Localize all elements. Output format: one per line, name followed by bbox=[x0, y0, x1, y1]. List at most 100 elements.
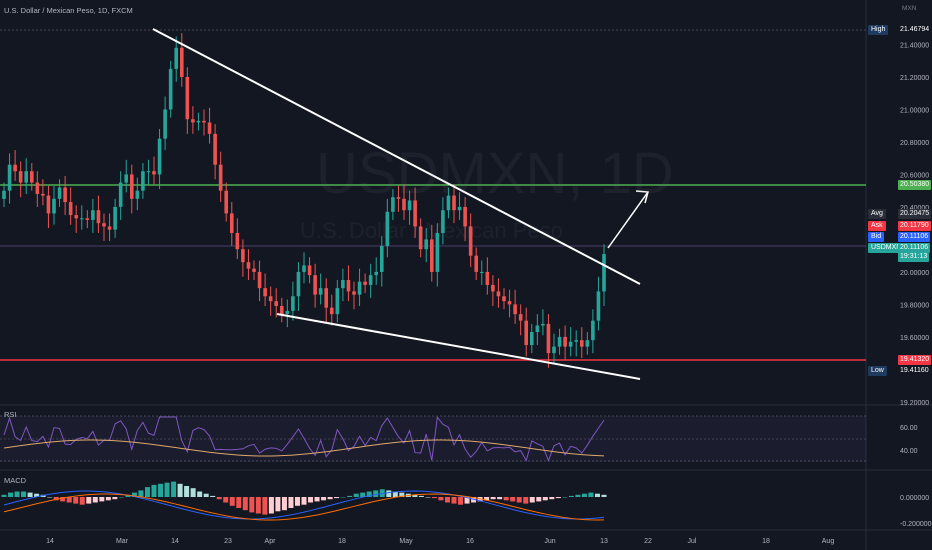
macd-histogram-bar bbox=[105, 497, 111, 501]
price-tag-value: 19:31:13 bbox=[898, 252, 930, 262]
macd-histogram-bar bbox=[588, 492, 594, 497]
x-tick-label: 18 bbox=[338, 538, 346, 545]
macd-histogram-bar bbox=[562, 497, 568, 498]
price-tag-name: Bid bbox=[868, 232, 885, 242]
candle-body bbox=[185, 76, 190, 120]
candle-body bbox=[441, 210, 445, 233]
x-tick-label: 16 bbox=[466, 538, 474, 545]
y-tick-label: 21.00000 bbox=[900, 107, 929, 114]
candle-body bbox=[307, 265, 312, 276]
candle-body bbox=[585, 340, 590, 347]
macd-histogram-bar bbox=[340, 497, 346, 498]
x-tick-label: Apr bbox=[265, 538, 277, 545]
macd-histogram-bar bbox=[451, 497, 457, 504]
candle-body bbox=[407, 200, 412, 211]
macd-histogram-bar bbox=[601, 494, 607, 497]
macd-histogram-bar bbox=[99, 497, 105, 502]
macd-histogram-bar bbox=[399, 492, 405, 497]
candle-body bbox=[596, 291, 601, 321]
y-tick-label: 19.80000 bbox=[900, 302, 929, 309]
macd-histogram-bar bbox=[151, 484, 157, 497]
macd-histogram-bar bbox=[536, 497, 542, 502]
x-tick-label: 14 bbox=[46, 538, 54, 545]
macd-histogram-bar bbox=[171, 481, 177, 497]
candle-body bbox=[174, 47, 179, 69]
candle-body bbox=[363, 281, 367, 285]
price-tag-value: 20.11106 bbox=[898, 232, 931, 242]
candle-body bbox=[563, 336, 567, 347]
candle-body bbox=[246, 262, 251, 269]
price-tag-value: 20.20475 bbox=[898, 209, 932, 219]
name-watermark: U.S. Dollar / Mexican Peso bbox=[300, 218, 563, 243]
macd-histogram-bar bbox=[262, 497, 268, 515]
projection-arrow-head bbox=[635, 190, 649, 204]
macd-histogram-bar bbox=[8, 492, 14, 497]
x-tick-label: Mar bbox=[116, 538, 129, 545]
macd-histogram-bar bbox=[301, 497, 307, 505]
macd-histogram-bar bbox=[347, 495, 353, 497]
macd-histogram-bar bbox=[438, 497, 444, 501]
price-tag-value: 20.11106 bbox=[898, 243, 931, 253]
x-tick-label: Jul bbox=[688, 538, 697, 545]
macd-histogram-bar bbox=[549, 497, 555, 500]
macd-histogram-bar bbox=[321, 497, 327, 501]
macd-histogram-bar bbox=[444, 497, 450, 503]
candle-body bbox=[257, 271, 262, 289]
candle-body bbox=[41, 193, 45, 196]
y-tick-label: 21.20000 bbox=[900, 75, 929, 82]
macd-histogram-bar bbox=[184, 486, 190, 497]
candle-body bbox=[502, 296, 506, 302]
candle-body bbox=[352, 291, 356, 295]
x-tick-label: 18 bbox=[762, 538, 770, 545]
macd-histogram-bar bbox=[458, 497, 464, 505]
macd-histogram-bar bbox=[464, 497, 470, 504]
macd-histogram-bar bbox=[73, 497, 79, 504]
candle-body bbox=[496, 291, 501, 297]
candle-body bbox=[163, 109, 167, 139]
macd-histogram-bar bbox=[210, 495, 216, 497]
candle-body bbox=[91, 210, 95, 220]
macd-histogram-bar bbox=[555, 497, 561, 499]
y-tick-label: 19.20000 bbox=[900, 400, 929, 407]
candle-body bbox=[463, 206, 467, 227]
wedge-lower-line bbox=[276, 313, 641, 380]
candle-body bbox=[191, 119, 195, 123]
candle-body bbox=[285, 310, 290, 315]
macd-histogram-bar bbox=[236, 497, 242, 508]
macd-histogram-bar bbox=[255, 497, 261, 514]
candle-body bbox=[468, 226, 473, 256]
candle-body bbox=[252, 268, 256, 272]
macd-histogram-bar bbox=[594, 493, 600, 497]
rsi-pane-label: RSI bbox=[4, 410, 17, 419]
macd-histogram-bar bbox=[60, 497, 66, 502]
macd-histogram-bar bbox=[118, 497, 124, 498]
price-tag-value: 20.11790 bbox=[898, 221, 931, 231]
candle-body bbox=[46, 195, 51, 214]
candle-body bbox=[368, 275, 373, 285]
candle-body bbox=[274, 301, 279, 307]
macd-histogram-bar bbox=[66, 497, 72, 503]
candle-body bbox=[157, 138, 162, 175]
y-tick-label: 20.60000 bbox=[900, 172, 929, 179]
candle-body bbox=[29, 171, 34, 183]
candle-body bbox=[574, 340, 579, 342]
candle-body bbox=[424, 239, 429, 250]
candle-body bbox=[207, 122, 212, 134]
candle-body bbox=[591, 320, 595, 341]
candle-body bbox=[513, 304, 517, 315]
macd-histogram-bar bbox=[229, 497, 235, 506]
macd-histogram-bar bbox=[392, 491, 398, 497]
macd-histogram-bar bbox=[412, 494, 418, 497]
x-tick-label: Jun bbox=[544, 538, 555, 545]
macd-histogram-bar bbox=[164, 482, 170, 497]
candle-body bbox=[85, 218, 90, 220]
price-tag-value: 19.41160 bbox=[898, 366, 931, 376]
price-tag-value: 19.41320 bbox=[898, 355, 932, 365]
x-tick-label: 13 bbox=[600, 538, 608, 545]
rsi-ma-line bbox=[3, 439, 605, 457]
candle-body bbox=[18, 171, 23, 183]
candle-body bbox=[113, 206, 117, 230]
candle-body bbox=[52, 198, 56, 214]
candle-body bbox=[479, 271, 484, 273]
